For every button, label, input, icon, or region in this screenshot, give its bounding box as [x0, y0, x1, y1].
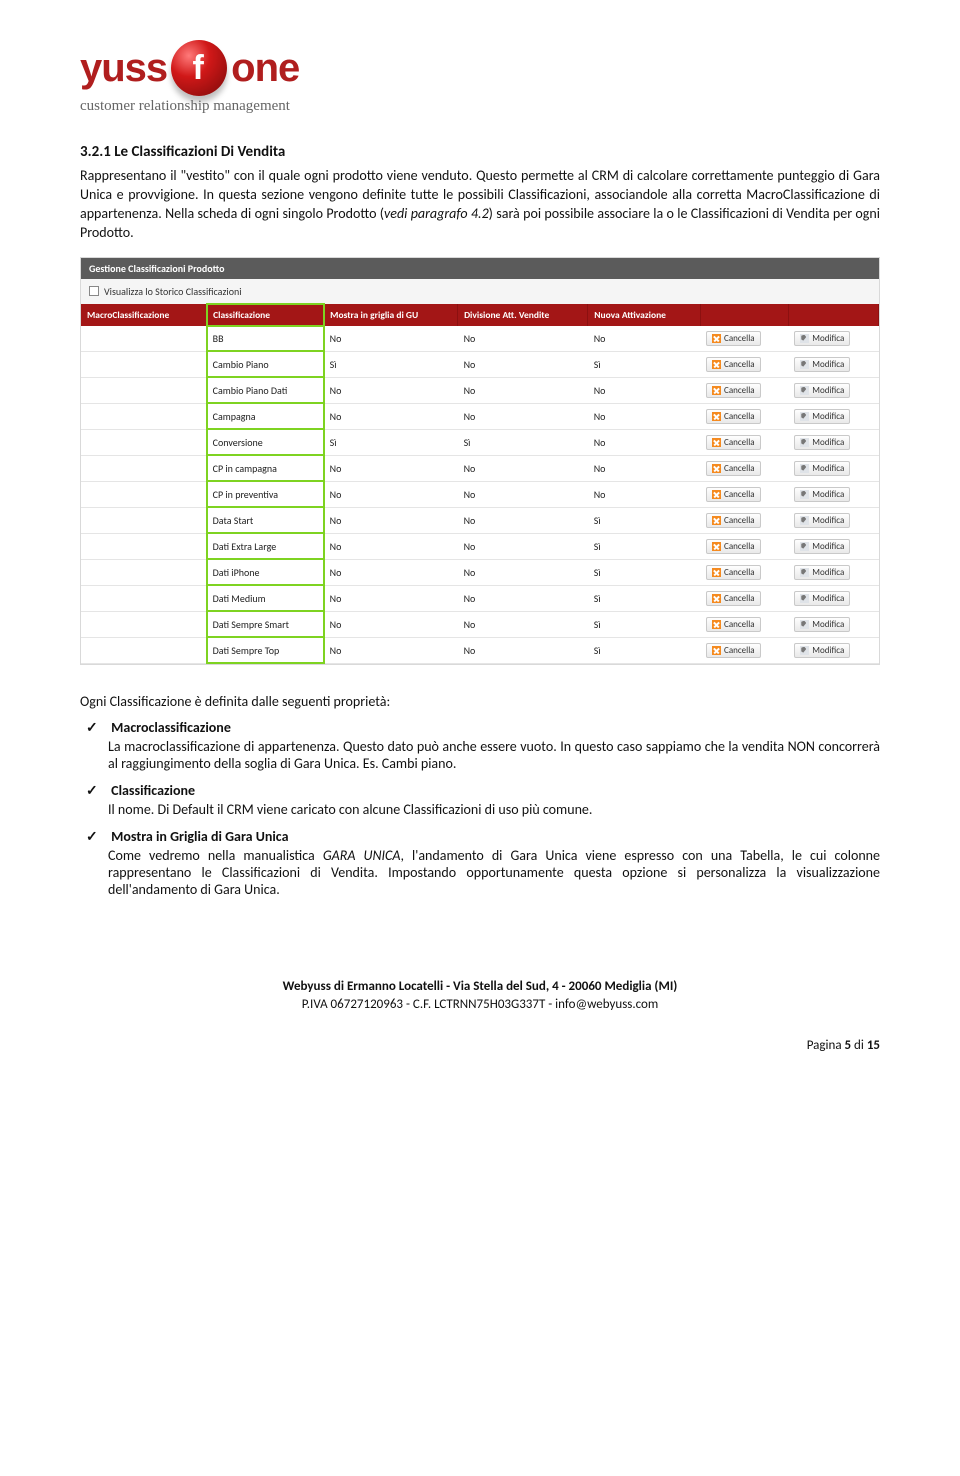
edit-icon — [800, 620, 809, 629]
table-header: Classificazione — [207, 304, 324, 326]
close-icon — [712, 646, 721, 655]
table-header: Divisione Att. Vendite — [458, 304, 588, 326]
table-header — [700, 304, 788, 326]
close-icon — [712, 620, 721, 629]
table-row: CP in campagnaNoNoNoCancellaModifica — [81, 455, 879, 481]
edit-icon — [800, 386, 809, 395]
edit-icon — [800, 438, 809, 447]
edit-button[interactable]: Modifica — [794, 565, 850, 580]
close-icon — [712, 594, 721, 603]
edit-button[interactable]: Modifica — [794, 435, 850, 450]
edit-icon — [800, 542, 809, 551]
delete-button[interactable]: Cancella — [706, 617, 761, 632]
edit-button[interactable]: Modifica — [794, 539, 850, 554]
delete-button[interactable]: Cancella — [706, 409, 761, 424]
edit-icon — [800, 334, 809, 343]
property-mostra-griglia: Mostra in Griglia di Gara Unica Come ved… — [108, 828, 880, 898]
delete-button[interactable]: Cancella — [706, 513, 761, 528]
edit-icon — [800, 594, 809, 603]
delete-button[interactable]: Cancella — [706, 643, 761, 658]
close-icon — [712, 516, 721, 525]
edit-icon — [800, 412, 809, 421]
edit-button[interactable]: Modifica — [794, 383, 850, 398]
table-row: BBNoNoNoCancellaModifica — [81, 326, 879, 352]
table-row: Dati iPhoneNoNoSìCancellaModifica — [81, 559, 879, 585]
table-row: Cambio Piano DatiNoNoNoCancellaModifica — [81, 377, 879, 403]
logo-word-left: yuss — [80, 46, 167, 91]
logo-sphere-icon: f — [171, 40, 227, 96]
properties-list: Macroclassificazione La macroclassificaz… — [80, 719, 880, 898]
close-icon — [712, 412, 721, 421]
classifications-panel: Gestione Classificazioni Prodotto Visual… — [80, 257, 880, 665]
delete-button[interactable]: Cancella — [706, 383, 761, 398]
table-row: CampagnaNoNoNoCancellaModifica — [81, 403, 879, 429]
table-row: ConversioneSìSìNoCancellaModifica — [81, 429, 879, 455]
edit-icon — [800, 516, 809, 525]
close-icon — [712, 542, 721, 551]
table-row: Dati Extra LargeNoNoSìCancellaModifica — [81, 533, 879, 559]
brand-logo: yuss f one customer relationship managem… — [80, 40, 880, 115]
properties-intro: Ogni Classificazione è definita dalle se… — [80, 693, 880, 712]
page-number: Pagina 5 di 15 — [80, 1038, 880, 1053]
close-icon — [712, 438, 721, 447]
property-macroclassificazione: Macroclassificazione La macroclassificaz… — [108, 719, 880, 772]
table-row: Cambio PianoSìNoSìCancellaModifica — [81, 351, 879, 377]
close-icon — [712, 568, 721, 577]
logo-tagline: customer relationship management — [80, 98, 880, 115]
delete-button[interactable]: Cancella — [706, 591, 761, 606]
delete-button[interactable]: Cancella — [706, 357, 761, 372]
edit-button[interactable]: Modifica — [794, 617, 850, 632]
delete-button[interactable]: Cancella — [706, 539, 761, 554]
edit-button[interactable]: Modifica — [794, 513, 850, 528]
edit-button[interactable]: Modifica — [794, 409, 850, 424]
close-icon — [712, 386, 721, 395]
edit-icon — [800, 568, 809, 577]
table-header — [788, 304, 878, 326]
edit-icon — [800, 360, 809, 369]
close-icon — [712, 464, 721, 473]
section-heading: 3.2.1 Le Classificazioni Di Vendita — [80, 143, 880, 161]
table-header: Mostra in griglia di GU — [324, 304, 458, 326]
history-checkbox[interactable] — [89, 286, 99, 296]
close-icon — [712, 490, 721, 499]
intro-paragraph: Rappresentano il "vestito" con il quale … — [80, 167, 880, 243]
edit-button[interactable]: Modifica — [794, 591, 850, 606]
edit-icon — [800, 464, 809, 473]
edit-button[interactable]: Modifica — [794, 357, 850, 372]
edit-icon — [800, 490, 809, 499]
edit-button[interactable]: Modifica — [794, 643, 850, 658]
table-row: Dati MediumNoNoSìCancellaModifica — [81, 585, 879, 611]
edit-button[interactable]: Modifica — [794, 331, 850, 346]
logo-word-right: one — [231, 46, 299, 91]
table-header: MacroClassificazione — [81, 304, 207, 326]
close-icon — [712, 360, 721, 369]
panel-title: Gestione Classificazioni Prodotto — [81, 258, 879, 279]
history-checkbox-label: Visualizza lo Storico Classificazioni — [104, 285, 242, 298]
table-row: Dati Sempre SmartNoNoSìCancellaModifica — [81, 611, 879, 637]
panel-toolbar: Visualizza lo Storico Classificazioni — [81, 279, 879, 304]
table-row: Dati Sempre TopNoNoSìCancellaModifica — [81, 637, 879, 663]
delete-button[interactable]: Cancella — [706, 487, 761, 502]
property-classificazione: Classificazione Il nome. Di Default il C… — [108, 782, 880, 818]
table-row: CP in preventivaNoNoNoCancellaModifica — [81, 481, 879, 507]
edit-button[interactable]: Modifica — [794, 461, 850, 476]
edit-icon — [800, 646, 809, 655]
delete-button[interactable]: Cancella — [706, 331, 761, 346]
page-footer: Webyuss di Ermanno Locatelli - Via Stell… — [80, 978, 880, 1013]
delete-button[interactable]: Cancella — [706, 565, 761, 580]
table-row: Data StartNoNoSìCancellaModifica — [81, 507, 879, 533]
edit-button[interactable]: Modifica — [794, 487, 850, 502]
classifications-table: MacroClassificazioneClassificazioneMostr… — [81, 304, 879, 664]
delete-button[interactable]: Cancella — [706, 461, 761, 476]
table-header: Nuova Attivazione — [588, 304, 700, 326]
close-icon — [712, 334, 721, 343]
delete-button[interactable]: Cancella — [706, 435, 761, 450]
